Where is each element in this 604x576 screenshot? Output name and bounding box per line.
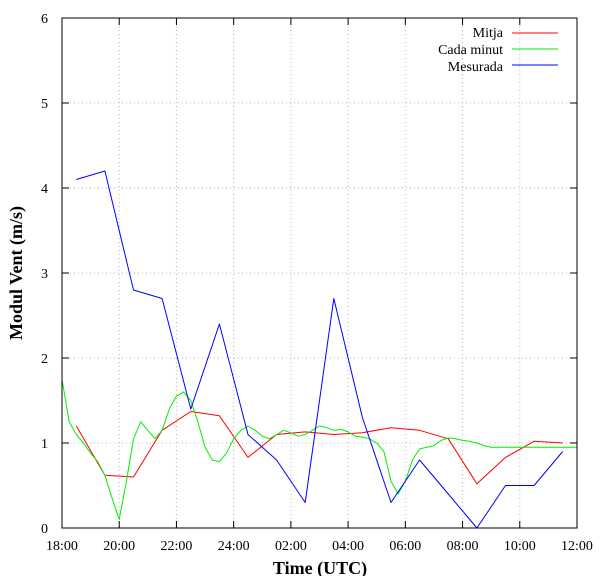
x-tick-label: 02:00 [275, 539, 307, 554]
series-lines [61, 170, 577, 529]
y-tick-label: 3 [41, 267, 48, 282]
x-tick-label: 08:00 [447, 539, 479, 554]
y-tick-label: 6 [41, 12, 48, 27]
y-tick-label: 4 [41, 182, 48, 197]
x-tick-label: 12:00 [561, 539, 593, 554]
x-tick-label: 10:00 [504, 539, 536, 554]
legend-label-cada-minut: Cada minut [438, 43, 503, 58]
legend-label-mesurada: Mesurada [448, 60, 504, 75]
grid [62, 18, 577, 528]
x-tick-label: 24:00 [218, 539, 250, 554]
y-tick-label: 2 [41, 352, 48, 367]
legend: Mitja Cada minut Mesurada [438, 26, 558, 75]
x-tick-label: 06:00 [389, 539, 421, 554]
x-tick-label: 22:00 [160, 539, 192, 554]
series-line-cada-minut [61, 379, 577, 520]
series-line-mitja [75, 411, 563, 485]
y-tick-labels: 0 1 2 3 4 5 6 [41, 12, 48, 537]
series-line-mesurada [76, 170, 564, 529]
plot-frame [61, 17, 578, 529]
x-tick-labels: 18:00 20:00 22:00 24:00 02:00 04:00 06:00 08:00… [46, 539, 593, 554]
y-tick-label: 0 [41, 522, 48, 537]
x-axis-title: Time (UTC) [273, 558, 367, 576]
y-tick-label: 5 [41, 97, 48, 112]
x-tick-label: 04:00 [332, 539, 364, 554]
legend-label-mitja: Mitja [473, 26, 504, 41]
ticks [61, 17, 578, 529]
x-tick-label: 20:00 [103, 539, 135, 554]
y-axis-title: Modul Vent (m/s) [6, 206, 27, 340]
y-tick-label: 1 [41, 437, 48, 452]
x-tick-label: 18:00 [46, 539, 78, 554]
